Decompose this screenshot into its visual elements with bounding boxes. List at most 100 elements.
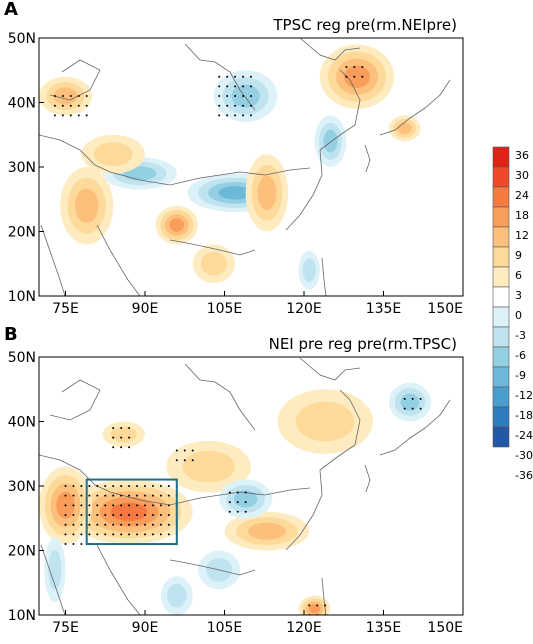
significance-dot bbox=[80, 504, 83, 507]
y-tick-label: 40N bbox=[8, 415, 36, 431]
significance-dot bbox=[120, 494, 123, 497]
anomaly-cell-neg-11-1 bbox=[48, 550, 62, 590]
significance-dot bbox=[88, 504, 91, 507]
significance-dot bbox=[85, 104, 88, 107]
panel-a-y-axis: 10N 20N 30N 40N 50N bbox=[8, 31, 44, 305]
significance-dot bbox=[88, 514, 91, 517]
anomaly-cell-pos-11-1 bbox=[93, 142, 133, 167]
significance-dot bbox=[128, 523, 131, 526]
significance-dot bbox=[151, 485, 154, 487]
significance-dot bbox=[226, 75, 229, 78]
significance-dot bbox=[88, 523, 91, 526]
significance-dot bbox=[64, 523, 67, 526]
significance-dot bbox=[69, 104, 72, 107]
colorbar-swatch bbox=[492, 186, 510, 208]
significance-dot bbox=[218, 104, 221, 107]
anomaly-cell-pos-0-4 bbox=[110, 502, 148, 522]
significance-dot bbox=[218, 95, 221, 98]
x-tick-label: 135E bbox=[366, 620, 402, 636]
significance-dot bbox=[151, 504, 154, 507]
panel-b-significance-dots bbox=[64, 397, 422, 615]
anomaly-cell-pos-5-1 bbox=[182, 450, 235, 483]
significance-dot bbox=[353, 66, 356, 69]
x-tick-label: 105E bbox=[207, 620, 243, 636]
significance-dot bbox=[64, 485, 67, 487]
significance-dot bbox=[112, 504, 115, 507]
significance-dot bbox=[104, 485, 107, 487]
significance-dot bbox=[316, 604, 319, 607]
significance-dot bbox=[64, 514, 67, 517]
anomaly-cell-pos-4-1 bbox=[295, 401, 355, 442]
significance-dot bbox=[53, 114, 56, 117]
significance-dot bbox=[80, 523, 83, 526]
significance-dot bbox=[120, 504, 123, 507]
significance-dot bbox=[250, 75, 252, 78]
significance-dot bbox=[72, 543, 75, 546]
colorbar-label: 9 bbox=[515, 249, 522, 262]
significance-dot bbox=[136, 514, 139, 517]
significance-dot bbox=[112, 436, 115, 439]
colorbar-label: -9 bbox=[515, 369, 526, 382]
significance-dot bbox=[167, 494, 170, 497]
significance-dot bbox=[128, 485, 131, 487]
colorbar-swatch bbox=[492, 326, 510, 348]
significance-dot bbox=[419, 407, 422, 410]
significance-dot bbox=[72, 533, 75, 536]
significance-dot bbox=[228, 501, 231, 504]
panel-b-region-box bbox=[85, 478, 178, 546]
significance-dot bbox=[80, 533, 83, 536]
colorbar-swatch bbox=[492, 346, 510, 368]
significance-dot bbox=[234, 104, 237, 107]
anomaly-cell-neg-4-1 bbox=[302, 258, 316, 283]
significance-dot bbox=[128, 494, 131, 497]
significance-dot bbox=[308, 604, 311, 607]
significance-dot bbox=[151, 523, 154, 526]
x-tick-label: 90E bbox=[132, 620, 159, 636]
significance-dot bbox=[120, 436, 123, 439]
significance-dot bbox=[77, 95, 80, 98]
significance-dot bbox=[128, 426, 131, 429]
anomaly-cell-neg-8-2 bbox=[400, 393, 420, 411]
significance-dot bbox=[144, 514, 146, 517]
significance-dot bbox=[191, 459, 194, 462]
significance-dot bbox=[120, 485, 123, 487]
significance-dot bbox=[167, 504, 170, 507]
significance-dot bbox=[242, 114, 245, 117]
y-tick-label: 20N bbox=[8, 225, 36, 241]
significance-dot bbox=[345, 66, 348, 69]
x-tick-label: 135E bbox=[366, 301, 402, 317]
significance-dot bbox=[112, 523, 115, 526]
panel-b-letter: B bbox=[4, 324, 18, 345]
significance-dot bbox=[104, 504, 107, 507]
significance-dot bbox=[61, 114, 64, 117]
significance-dot bbox=[403, 397, 406, 400]
significance-dot bbox=[88, 494, 91, 497]
significance-dot bbox=[104, 494, 107, 497]
significance-dot bbox=[218, 114, 221, 117]
colorbar-swatch bbox=[492, 246, 510, 268]
significance-dot bbox=[244, 491, 247, 494]
colorbar-label: 0 bbox=[515, 309, 522, 322]
significance-dot bbox=[104, 523, 107, 526]
significance-dot bbox=[112, 533, 115, 536]
significance-dot bbox=[250, 95, 252, 98]
significance-dot bbox=[183, 459, 186, 462]
anomaly-cell-pos-7-2 bbox=[74, 188, 99, 223]
panel-a-significance-dots bbox=[53, 66, 364, 117]
colorbar-swatch bbox=[492, 166, 510, 188]
x-tick-label: 75E bbox=[52, 301, 79, 317]
anomaly-cell-pos-6-1 bbox=[110, 426, 137, 443]
significance-dot bbox=[112, 446, 115, 449]
significance-dot bbox=[136, 504, 139, 507]
x-tick-label: 90E bbox=[132, 301, 159, 317]
y-tick-label: 30N bbox=[8, 479, 36, 495]
significance-dot bbox=[104, 514, 107, 517]
significance-dot bbox=[244, 510, 247, 513]
colorbar-swatch bbox=[492, 286, 510, 308]
significance-dot bbox=[361, 66, 364, 69]
colorbar-label: -24 bbox=[515, 429, 533, 442]
colorbar-label: -30 bbox=[515, 449, 533, 462]
significance-dot bbox=[136, 485, 139, 487]
y-tick-label: 30N bbox=[8, 160, 36, 176]
